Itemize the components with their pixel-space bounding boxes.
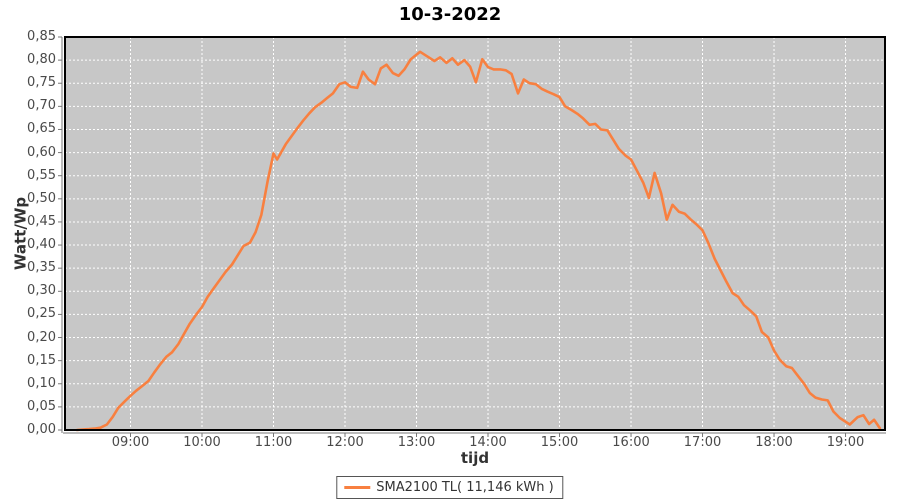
y-tick-label: 0,70 xyxy=(27,98,56,114)
y-tick-label: 0,25 xyxy=(27,306,56,322)
x-tick-label: 14:00 xyxy=(469,435,507,450)
y-tick-label: 0,55 xyxy=(27,167,56,183)
x-axis-label: tijd xyxy=(460,449,490,467)
y-tick-label: 0,50 xyxy=(27,190,56,206)
legend-series-swatch xyxy=(344,485,371,489)
y-tick-label: 0,10 xyxy=(27,375,56,391)
y-tick-label: 0,20 xyxy=(27,329,56,345)
x-tick-label: 13:00 xyxy=(397,435,436,450)
x-tick-label: 10:00 xyxy=(183,435,221,450)
x-tick-label: 12:00 xyxy=(326,435,364,450)
y-tick-label: 0,30 xyxy=(27,283,56,299)
plot-area xyxy=(65,37,885,430)
x-tick-label: 17:00 xyxy=(683,435,722,450)
y-tick-label: 0,60 xyxy=(27,144,56,160)
y-tick-label: 0,35 xyxy=(27,260,56,276)
y-tick-label: 0,15 xyxy=(27,352,56,368)
x-tick-label: 19:00 xyxy=(826,435,865,450)
y-tick-label: 0,80 xyxy=(27,52,56,68)
y-tick-label: 0,05 xyxy=(27,398,56,414)
y-tick-label: 0,00 xyxy=(27,422,56,437)
y-tick-label: 0,65 xyxy=(27,121,56,137)
y-axis-label: Watt/Wp xyxy=(11,196,30,271)
x-tick-label: 15:00 xyxy=(540,435,579,450)
plot-border xyxy=(64,36,886,431)
x-tick-label: 09:00 xyxy=(111,435,150,450)
y-tick-label: 0,45 xyxy=(27,213,56,229)
x-tick-label: 11:00 xyxy=(254,435,293,450)
series-line xyxy=(75,50,882,432)
y-tick-label: 0,40 xyxy=(27,237,56,253)
x-tick-label: 16:00 xyxy=(612,435,650,450)
x-tick-label: 18:00 xyxy=(755,435,793,450)
y-tick-label: 0,75 xyxy=(27,75,56,91)
chart-title: 10-3-2022 xyxy=(398,4,502,25)
legend: SMA2100 TL( 11,146 kWh ) xyxy=(336,476,564,499)
y-tick-label: 0,85 xyxy=(27,29,56,44)
legend-series-label: SMA2100 TL( 11,146 kWh ) xyxy=(376,479,554,495)
